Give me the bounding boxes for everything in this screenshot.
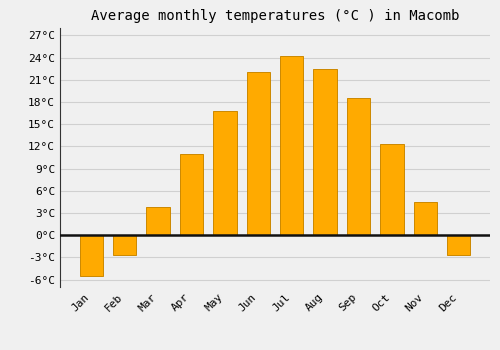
- Bar: [280, 56, 303, 235]
- Bar: [113, 235, 136, 255]
- Bar: [180, 154, 203, 235]
- Bar: [347, 98, 370, 235]
- Bar: [380, 144, 404, 235]
- Bar: [414, 202, 437, 235]
- Bar: [246, 72, 270, 235]
- Title: Average monthly temperatures (°C ) in Macomb: Average monthly temperatures (°C ) in Ma…: [91, 9, 459, 23]
- Bar: [447, 235, 470, 255]
- Bar: [213, 111, 236, 235]
- Bar: [314, 69, 337, 235]
- Bar: [80, 235, 103, 276]
- Bar: [146, 207, 170, 235]
